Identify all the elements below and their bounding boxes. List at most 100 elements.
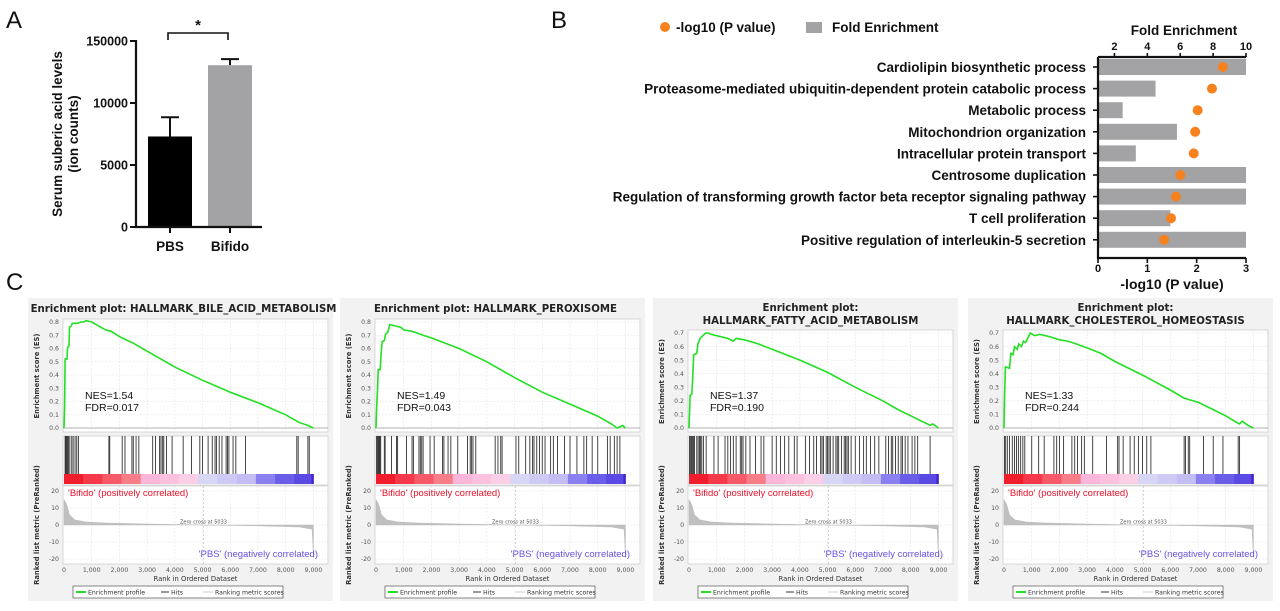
x-tick-label: 1,000 (708, 567, 726, 574)
legend-metric-label: Ranking metric scores (215, 590, 284, 597)
pvalue-dot (1159, 234, 1170, 245)
es-plot-area (374, 318, 641, 433)
es-tick-label: 0.5 (49, 359, 59, 366)
es-tick-label: 0.7 (989, 330, 999, 337)
legend-enrichment-label: Enrichment profile (713, 590, 770, 597)
negative-correlation-label: 'PBS' (negatively correlated) (511, 549, 630, 560)
es-axis-label: Enrichment score (ES) (33, 333, 41, 418)
ranking-color-segment (919, 474, 939, 484)
x-tick-label: 9,000 (305, 567, 323, 574)
es-tick-label: 0.7 (361, 332, 371, 339)
y-axis-label-line2: (ion counts) (66, 95, 81, 172)
x-tick-label: 1,000 (1023, 567, 1041, 574)
rank-axis-label: Ranked list metric (PreRanked) (345, 465, 353, 585)
ranking-color-segment (708, 474, 728, 484)
rank-tick-label: 20 (676, 488, 684, 495)
es-tick-label: 0.6 (361, 346, 371, 353)
es-tick-label: 0.0 (674, 425, 684, 432)
nes-label: NES=1.37 (710, 390, 758, 402)
fold-enrichment-bar (1098, 210, 1171, 227)
x-tick-label: 9,000 (1245, 567, 1263, 574)
nes-label: NES=1.54 (85, 390, 133, 402)
ranking-color-end (623, 474, 626, 484)
zero-cross-label: Zero cross at 5033 (1120, 520, 1167, 526)
legend-enrichment-label: Enrichment profile (400, 590, 457, 597)
es-tick-label: 0.4 (674, 371, 684, 378)
x-tick-label: 5,000 (1134, 567, 1152, 574)
es-tick-label: 0.5 (674, 357, 684, 364)
ranking-color-segment (140, 474, 161, 484)
pvalue-dot (1206, 83, 1217, 94)
legend-metric-label: Ranking metric scores (840, 590, 909, 597)
x-tick-label: 8,000 (902, 567, 920, 574)
rank-tick-label: 0 (55, 522, 59, 529)
ranking-color-end (311, 474, 314, 484)
bottom-tick-label: 0 (1095, 263, 1101, 275)
zero-cross-label: Zero cross at 5033 (805, 520, 852, 526)
significance-star: * (195, 17, 201, 34)
ranking-color-segment (198, 474, 218, 484)
ranking-color-segment (414, 474, 435, 484)
fold-enrichment-bar (1098, 167, 1246, 183)
nes-label: NES=1.49 (397, 390, 445, 402)
ranking-color-segment (452, 474, 473, 484)
x-tick-label: 7,000 (874, 567, 892, 574)
x-tick-label: 0 (62, 567, 66, 574)
legend-hits-label: Hits (171, 590, 183, 597)
ranking-color-segment (1215, 474, 1235, 484)
x-tick-label: 7,000 (249, 567, 267, 574)
x-tick-label: 6,000 (221, 567, 239, 574)
legend-label-fold: Fold Enrichment (832, 20, 939, 35)
ranking-color-segment (746, 474, 767, 484)
es-tick-label: 0.6 (49, 346, 59, 353)
nes-label: NES=1.33 (1025, 390, 1073, 402)
ranking-color-segment (255, 474, 276, 484)
rank-tick-label: -20 (674, 556, 684, 563)
gsea-title-line1: Enrichment plot: (1078, 303, 1174, 314)
x-tick-label: 6,000 (1161, 567, 1179, 574)
x-tick-label: 9,000 (930, 567, 948, 574)
x-tick-label: 9,000 (617, 567, 635, 574)
legend-metric-label: Ranking metric scores (527, 590, 596, 597)
x-tick-label: 5,000 (194, 567, 212, 574)
pvalue-dot (1175, 170, 1186, 180)
pvalue-dot (1217, 62, 1228, 72)
gsea-plot-1: Enrichment plot: HALLMARK_BILE_ACID_META… (28, 298, 336, 601)
panel-label-b: B (551, 7, 567, 34)
ranking-metric-area (63, 499, 314, 558)
fdr-label: FDR=0.017 (85, 402, 139, 414)
fold-enrichment-bar (1098, 145, 1136, 162)
enrichment-profile-line (375, 323, 626, 429)
es-tick-label: 0.5 (361, 359, 371, 366)
ranking-color-segment (1099, 474, 1120, 484)
es-tick-label: 0.0 (361, 425, 371, 432)
ranking-color-segment (1119, 474, 1139, 484)
ranking-color-segment (121, 474, 142, 484)
gsea-title-line2: HALLMARK_FATTY_ACID_METABOLISM (703, 316, 919, 327)
legend-dot-icon (660, 22, 670, 32)
x-axis-label: Rank in Ordered Dataset (779, 575, 863, 583)
es-tick-label: 0.3 (361, 385, 371, 392)
term-label: Mitochondrion organization (908, 125, 1086, 140)
x-tick-label: 6,000 (533, 567, 551, 574)
ranking-color-segment (689, 474, 709, 484)
term-label: Regulation of transforming growth factor… (613, 190, 1087, 205)
ranking-color-segment (548, 474, 569, 484)
x-tick-label: 8,000 (589, 567, 607, 574)
positive-correlation-label: 'Bifido' (positively correlated) (1008, 488, 1128, 499)
x-tick-label: 2,000 (423, 567, 441, 574)
rank-axis-label: Ranked list metric (PreRanked) (658, 465, 666, 585)
top-tick-label: 8 (1210, 41, 1216, 53)
legend-square-icon (806, 22, 822, 33)
x-tick-label: 7,000 (561, 567, 579, 574)
fold-enrichment-bar (1098, 231, 1246, 248)
x-axis-label: Rank in Ordered Dataset (466, 575, 550, 583)
es-axis-label: Enrichment score (ES) (345, 333, 353, 418)
ranking-color-segment (823, 474, 843, 484)
fold-enrichment-bar (1098, 59, 1246, 75)
x-tick-label: 8,000 (277, 567, 295, 574)
es-tick-label: 0.3 (674, 384, 684, 391)
ranking-color-segment (83, 474, 103, 484)
legend-box (1012, 585, 1224, 599)
